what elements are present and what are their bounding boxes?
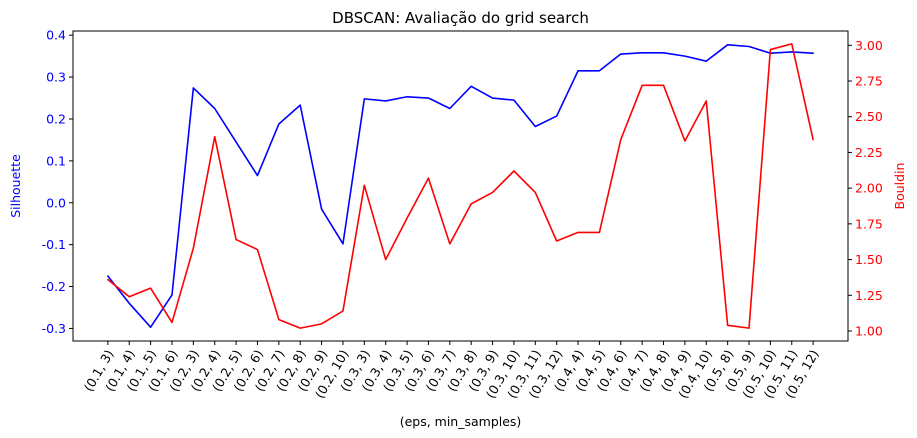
right-axis-label: Bouldin (892, 163, 907, 210)
left-y-tick-label: -0.3 (42, 321, 66, 336)
plot-frame (72, 30, 849, 342)
right-y-tick-label: 3.00 (855, 38, 883, 53)
chart-title: DBSCAN: Avaliação do grid search (332, 9, 589, 27)
left-y-tick-label: 0.4 (46, 28, 66, 43)
right-y-tick-label: 2.00 (855, 181, 883, 196)
left-y-tick-label: -0.1 (42, 237, 66, 252)
bouldin-series-line (107, 43, 814, 329)
right-y-tick-label: 2.25 (855, 145, 883, 160)
right-y-tick-label: 2.75 (855, 74, 883, 89)
left-y-tick-label: 0.2 (46, 111, 66, 126)
left-y-tick-label: 0.0 (46, 195, 66, 210)
right-y-tick-label: 1.50 (855, 252, 883, 267)
left-y-tick-label: -0.2 (42, 279, 66, 294)
right-y-tick-label: 2.50 (855, 109, 883, 124)
right-y-tick-label: 1.00 (855, 324, 883, 339)
right-y-tick-label: 1.25 (855, 288, 883, 303)
series-lines (107, 43, 814, 329)
silhouette-series-line (107, 44, 814, 328)
left-axis-label: Silhouette (8, 154, 23, 218)
left-y-tick-label: 0.3 (46, 70, 66, 85)
right-y-tick-label: 1.75 (855, 216, 883, 231)
tick-layer: (0.1, 3)(0.1, 4)(0.1, 5)(0.1, 6)(0.2, 3)… (42, 28, 883, 401)
left-y-tick-label: 0.1 (46, 153, 66, 168)
x-axis-label: (eps, min_samples) (400, 414, 522, 429)
